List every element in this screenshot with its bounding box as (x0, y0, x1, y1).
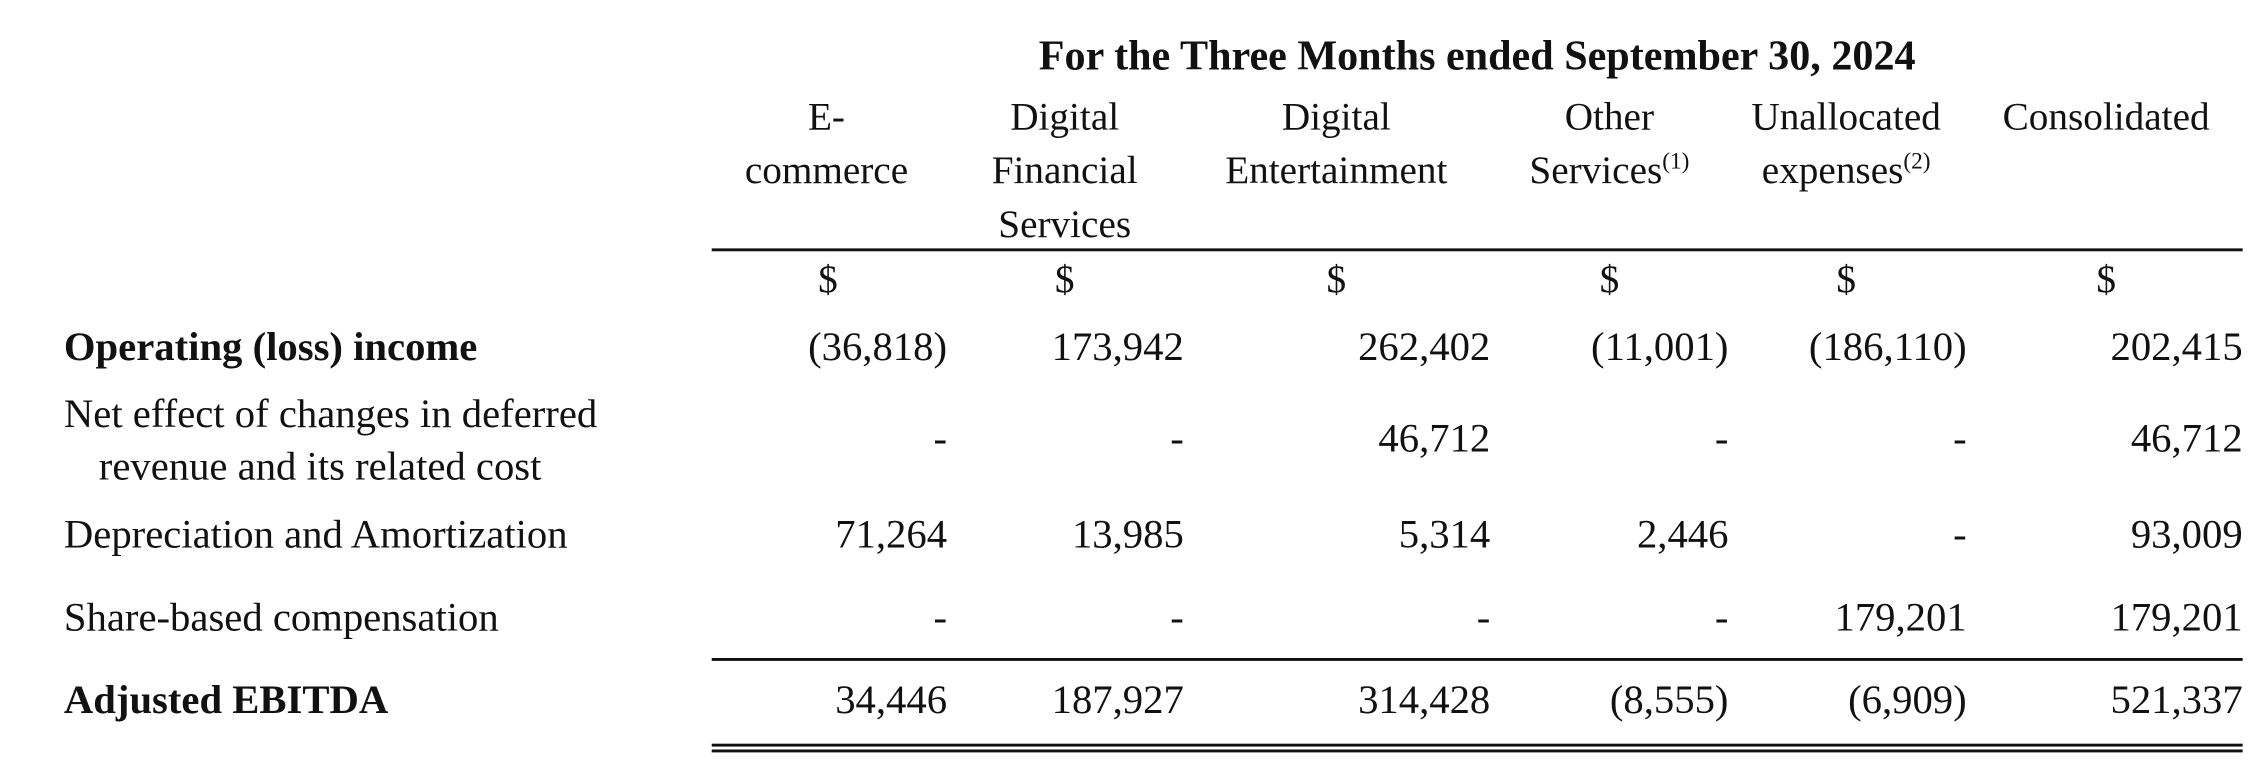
currency-symbol: $ (2096, 257, 2116, 301)
currency-symbol: $ (1599, 257, 1620, 301)
column-header-line: Consolidated (2002, 94, 2210, 138)
column-header-line: Services (998, 201, 1132, 246)
column-header-line: E- (807, 94, 845, 138)
row-label-line: Net effect of changes in deferred (63, 392, 598, 438)
table-cell: 34,446 (835, 678, 948, 724)
column-header-line: Services(1) (1505, 144, 1714, 198)
column-header-line: Digital (1010, 94, 1120, 138)
table-cell: 262,402 (1358, 325, 1491, 371)
table-cell: - (1953, 512, 1967, 558)
column-header-digital-entertainment: Digital Entertainment (1188, 90, 1484, 197)
column-header-text: expenses (1761, 148, 1904, 192)
table-cell: 521,337 (2110, 678, 2243, 724)
column-header-line: Unallocated (1751, 94, 1941, 138)
table-cell: - (933, 595, 948, 641)
column-header-unallocated-expenses: Unallocated expenses(2) (1731, 90, 1960, 197)
table-cell: 71,264 (835, 512, 948, 558)
table-cell: (6,909) (1848, 678, 1967, 724)
column-header-text: Services (1529, 148, 1663, 192)
subtotal-rule (711, 657, 2243, 661)
column-header-consolidated: Consolidated (1975, 90, 2236, 144)
row-label-share-based-compensation: Share-based compensation (63, 595, 499, 641)
table-cell: - (1953, 416, 1967, 462)
table-cell: 179,201 (1834, 595, 1967, 641)
table-cell: 202,415 (2110, 325, 2243, 371)
table-cell: 314,428 (1358, 678, 1491, 724)
total-double-rule-bottom (711, 749, 2243, 753)
table-cell: 2,446 (1636, 512, 1729, 558)
row-label-line: revenue and its related cost (98, 444, 542, 490)
footnote-marker: (2) (1903, 149, 1931, 175)
currency-symbol: $ (1836, 257, 1856, 301)
column-header-other-services: Other Services(1) (1505, 90, 1714, 197)
row-label-deferred-revenue: Net effect of changes in deferred revenu… (64, 389, 597, 494)
currency-symbol: $ (1326, 257, 1347, 301)
total-double-rule-top (711, 743, 2243, 747)
table-cell: 187,927 (1051, 678, 1184, 724)
table-cell: 93,009 (2130, 512, 2243, 558)
table-cell: - (1170, 416, 1184, 462)
table-cell: 179,201 (2110, 595, 2243, 641)
table-cell: - (1170, 595, 1184, 641)
table-cell: 46,712 (2130, 416, 2243, 462)
table-cell: (11,001) (1591, 325, 1729, 371)
currency-symbol: $ (1054, 257, 1075, 301)
table-cell: (8,555) (1609, 678, 1729, 724)
currency-symbol: $ (818, 257, 838, 301)
column-header-line: Other (1564, 94, 1655, 138)
table-cell: - (933, 416, 948, 462)
row-label-depreciation-amortization: Depreciation and Amortization (63, 512, 568, 558)
table-cell: (186,110) (1808, 325, 1967, 371)
column-header-line: commerce (744, 148, 909, 192)
table-cell: 5,314 (1398, 512, 1491, 558)
column-header-digital-financial-services: Digital Financial Services (962, 90, 1168, 251)
footnote-marker: (1) (1662, 149, 1690, 175)
period-title: For the Three Months ended September 30,… (1038, 33, 1916, 80)
table-cell: - (1714, 416, 1729, 462)
column-header-ecommerce: E- commerce (715, 90, 939, 197)
column-header-line: Financial (991, 148, 1138, 192)
column-header-line: Entertainment (1225, 148, 1448, 192)
table-cell: - (1476, 595, 1491, 641)
row-label-operating-income: Operating (loss) income (63, 325, 478, 371)
table-cell: 173,942 (1051, 325, 1184, 371)
header-rule (711, 248, 2243, 252)
table-cell: 13,985 (1071, 512, 1184, 558)
column-header-line: Digital (1281, 94, 1391, 138)
table-cell: (36,818) (808, 325, 948, 371)
table-cell: 46,712 (1378, 416, 1491, 462)
table-cell: - (1714, 595, 1729, 641)
column-header-line: expenses(2) (1731, 144, 1960, 198)
row-label-adjusted-ebitda: Adjusted EBITDA (63, 678, 389, 724)
